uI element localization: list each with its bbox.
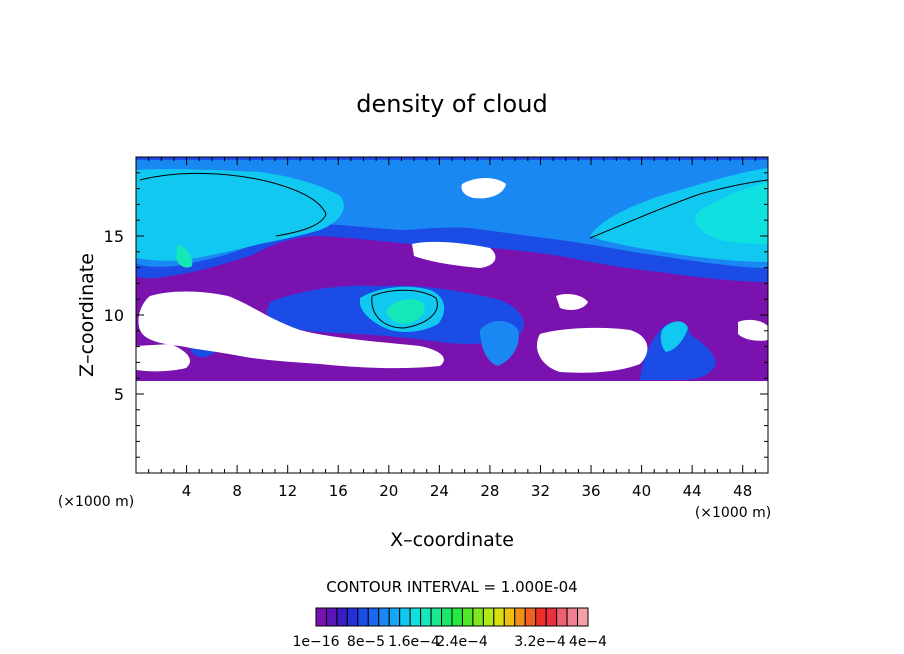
colorbar-tick-label: 2.4e−4 (436, 634, 488, 650)
x-axis: 4 8 12 16 20 24 28 32 36 40 44 48 (148, 157, 756, 500)
colorbar-swatch (357, 607, 369, 627)
colorbar-swatch (441, 607, 453, 627)
field-lower-right-blue (640, 321, 716, 380)
colorbar-swatch (367, 607, 380, 627)
field-mid-teal (386, 299, 425, 324)
colorbar-swatch (556, 607, 568, 627)
colorbar-swatch (378, 607, 390, 627)
x-tick-label: 16 (329, 482, 348, 500)
x-tick-label: 48 (733, 482, 752, 500)
colorbar-swatch (430, 607, 443, 627)
contour-interval-label: CONTOUR INTERVAL = 1.000E-04 (326, 578, 577, 596)
x-tick-label: 40 (632, 482, 651, 500)
colorbar-swatch (336, 607, 348, 627)
field-upper-cyan (136, 169, 344, 261)
colorbar-swatch (566, 607, 579, 627)
colorbar-swatch (482, 607, 495, 627)
gap-right-small-2 (738, 319, 768, 341)
y-axis-label: Z–coordinate (76, 253, 98, 377)
colorbar-swatch (493, 607, 505, 627)
field-upper-left-teal (176, 244, 193, 268)
colorbar-swatch (577, 607, 589, 627)
y-tick-label: 5 (114, 385, 124, 404)
colorbar-tick-label: 1e−16 (292, 634, 339, 650)
colorbar-swatch (545, 607, 558, 627)
contour-line-upper-right (589, 179, 768, 239)
colorbar-swatch (461, 607, 474, 627)
colorbar-tick-label: 4e−4 (569, 634, 607, 650)
gap-right-small (556, 294, 588, 310)
x-tick-label: 8 (232, 482, 242, 500)
x-tick-label: 36 (581, 482, 600, 500)
colorbar-tick-label: 8e−5 (347, 634, 385, 650)
gap-low-right (536, 327, 648, 373)
colorbar-labels: 1e−16 8e−5 1.6e−42.4e−4 3.2e−4 4e−4 (292, 634, 607, 650)
colorbar-swatch (535, 607, 547, 627)
x-tick-label: 20 (379, 482, 398, 500)
colorbar-swatch (524, 607, 537, 627)
field-upper-right-teal (695, 182, 768, 244)
chart-title: density of cloud (356, 90, 547, 118)
colorbar-swatch (399, 607, 411, 627)
colorbar-swatch (315, 607, 327, 627)
x-unit-left: (×1000 m) (58, 494, 134, 510)
gap-top-1 (461, 178, 506, 199)
colorbar-swatch (325, 607, 338, 627)
gap-mid-2 (138, 291, 444, 369)
colorbar-swatch (409, 607, 422, 627)
field-column-blue (510, 166, 542, 214)
gap-mid-1 (412, 241, 496, 268)
x-tick-label: 24 (430, 482, 449, 500)
contour-line-mid (371, 289, 438, 329)
colorbar-tick-label: 1.6e−4 (388, 634, 440, 650)
colorbar-swatch (420, 607, 432, 627)
colorbar-swatch (451, 607, 463, 627)
density-field (136, 157, 768, 473)
gap-low-left (136, 344, 191, 372)
field-lower-right-cyan (660, 321, 688, 352)
x-tick-label: 12 (278, 482, 297, 500)
y-tick-label: 10 (104, 306, 124, 325)
colorbar-swatch (388, 607, 401, 627)
x-axis-label: X–coordinate (390, 529, 514, 551)
contour-line-upper-left (139, 172, 327, 237)
x-tick-label: 44 (683, 482, 702, 500)
colorbar-tick-label: 3.2e−4 (514, 634, 566, 650)
field-mid-low-blue (480, 321, 519, 366)
x-tick-label: 28 (480, 482, 499, 500)
colorbar-swatch (503, 607, 516, 627)
colorbar (315, 607, 589, 627)
x-tick-label: 32 (531, 482, 550, 500)
colorbar-swatch (514, 607, 526, 627)
colorbar-swatch (472, 607, 484, 627)
x-unit-right: (×1000 m) (695, 505, 771, 521)
colorbar-swatch (346, 607, 359, 627)
field-empty-lower (136, 381, 768, 473)
x-tick-label: 4 (182, 482, 192, 500)
y-tick-label: 15 (104, 227, 124, 246)
y-axis: 5 10 15 (104, 172, 768, 458)
